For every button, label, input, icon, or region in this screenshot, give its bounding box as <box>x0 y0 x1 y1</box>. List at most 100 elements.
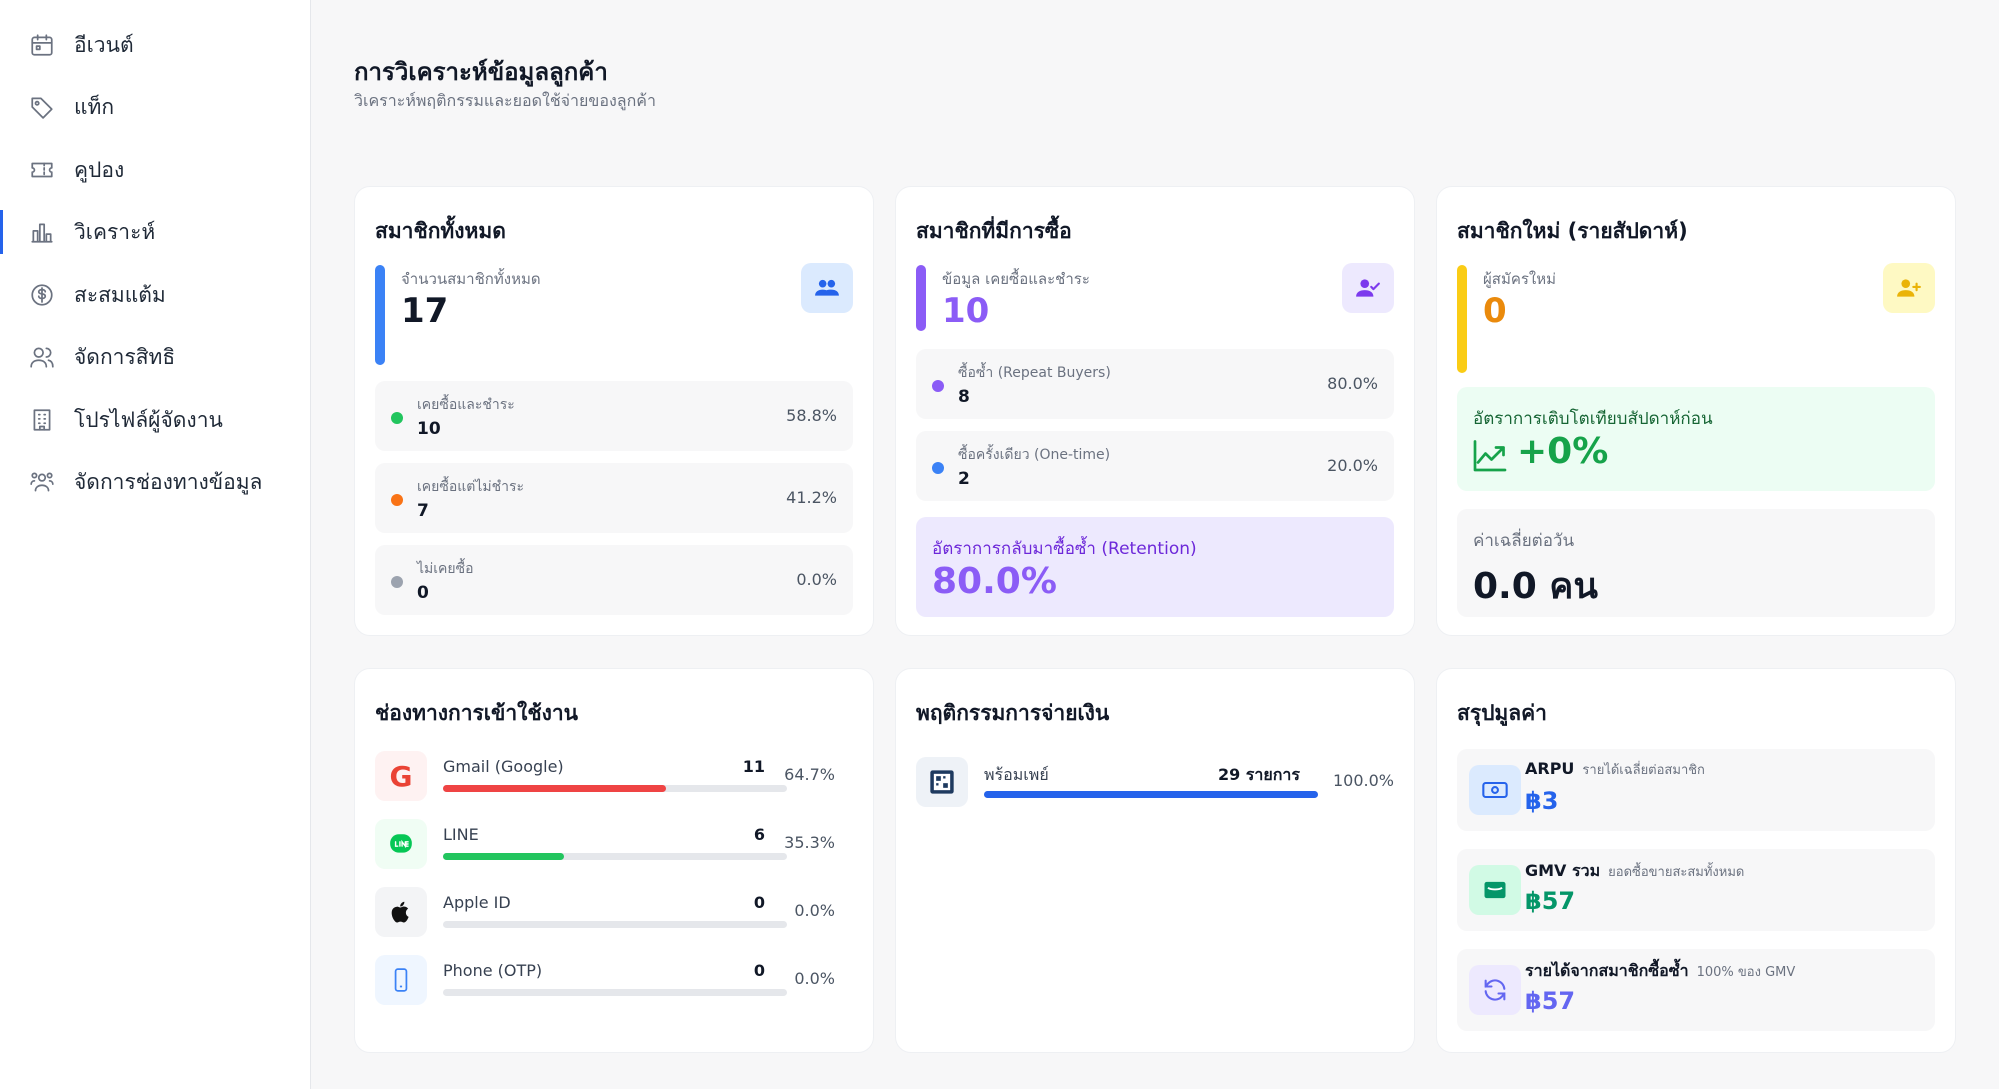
stat-label: เคยซื้อและชำระ <box>417 397 515 413</box>
kpi-label: ผู้สมัครใหม่ <box>1483 270 1557 288</box>
access-channels-card: ช่องทางการเข้าใช้งาน G Gmail (Google) 11… <box>354 668 874 1053</box>
payment-behavior-card: พฤติกรรมการจ่ายเงิน พร้อมเพย์ 29 รายการ … <box>895 668 1415 1053</box>
channel-row-google: G Gmail (Google) 11 64.7% <box>375 751 855 805</box>
stat-value: 2 <box>958 469 970 489</box>
daily-average-value: 0.0 คน <box>1473 566 1598 607</box>
daily-average-label: ค่าเฉลี่ยต่อวัน <box>1473 531 1575 551</box>
users-icon <box>28 343 56 371</box>
summary-row-gmv: GMV รวม ยอดซื้อขายสะสมทั้งหมด ฿57 <box>1457 849 1935 931</box>
stat-row-paid: เคยซื้อและชำระ 10 58.8% <box>375 381 853 451</box>
stat-percent: 0.0% <box>796 570 837 589</box>
building-icon <box>28 406 56 434</box>
trend-up-icon <box>1471 437 1509 473</box>
kpi-accent-bar <box>1457 265 1467 373</box>
channel-progress-track <box>443 785 787 792</box>
payment-method-name: พร้อมเพย์ <box>984 765 1049 784</box>
summary-value: ฿57 <box>1525 987 1576 1015</box>
user-network-icon <box>28 468 56 496</box>
sidebar-item-events[interactable]: อีเวนต์ <box>0 21 311 69</box>
kpi-value: 10 <box>942 291 990 331</box>
channel-percent: 35.3% <box>784 833 835 852</box>
qr-payment-icon <box>916 757 968 807</box>
refresh-icon <box>1469 965 1521 1015</box>
stat-label: ไม่เคยซื้อ <box>417 561 474 577</box>
payment-progress-track <box>984 791 1318 798</box>
sidebar-item-permissions[interactable]: จัดการสิทธิ <box>0 333 311 381</box>
card-title: สรุปมูลค่า <box>1457 701 1547 725</box>
summary-name: GMV รวม ยอดซื้อขายสะสมทั้งหมด <box>1525 859 1744 884</box>
summary-name: ARPU รายได้เฉลี่ยต่อสมาชิก <box>1525 759 1705 780</box>
page-subtitle: วิเคราะห์พฤติกรรมและยอดใช้จ่ายของลูกค้า <box>354 91 656 110</box>
kpi-label: จำนวนสมาชิกทั้งหมด <box>401 270 541 288</box>
channel-count: 6 <box>753 825 765 844</box>
summary-row-arpu: ARPU รายได้เฉลี่ยต่อสมาชิก ฿3 <box>1457 749 1935 831</box>
payment-progress-fill <box>984 791 1318 798</box>
status-dot <box>932 380 944 392</box>
sidebar-item-label: จัดการสิทธิ <box>74 344 176 369</box>
user-check-icon <box>1342 263 1394 313</box>
channel-percent: 0.0% <box>794 901 835 920</box>
user-plus-icon <box>1883 263 1935 313</box>
channel-count: 0 <box>753 893 765 912</box>
sidebar-item-label: สะสมแต้ม <box>74 282 166 307</box>
stat-value: 10 <box>417 419 441 439</box>
card-title: สมาชิกที่มีการซื้อ <box>916 219 1072 243</box>
status-dot <box>391 412 403 424</box>
google-icon: G <box>375 751 427 801</box>
sidebar-item-tags[interactable]: แท็ก <box>0 83 311 131</box>
channel-progress-track <box>443 921 787 928</box>
kpi-label: ข้อมูล เคยซื้อและชำระ <box>942 270 1090 288</box>
purchasing-members-card: สมาชิกที่มีการซื้อ ข้อมูล เคยซื้อและชำระ… <box>895 186 1415 636</box>
card-title: สมาชิกใหม่ (รายสัปดาห์) <box>1457 219 1688 243</box>
growth-label: อัตราการเติบโตเทียบสัปดาห์ก่อน <box>1473 409 1713 429</box>
channel-row-apple: Apple ID 0 0.0% <box>375 887 855 941</box>
channel-progress-track <box>443 989 787 996</box>
sidebar-item-label: วิเคราะห์ <box>74 219 156 244</box>
payment-row-promptpay: พร้อมเพย์ 29 รายการ 100.0% <box>916 757 1396 811</box>
sidebar-item-label: โปรไฟล์ผู้จัดงาน <box>74 407 223 432</box>
total-members-card: สมาชิกทั้งหมด จำนวนสมาชิกทั้งหมด 17 เคยซ… <box>354 186 874 636</box>
payment-count: 29 รายการ <box>1217 765 1300 784</box>
stat-row-never-bought: ไม่เคยซื้อ 0 0.0% <box>375 545 853 615</box>
stat-percent: 20.0% <box>1327 456 1378 475</box>
channel-name: Phone (OTP) <box>443 961 543 980</box>
users-group-icon <box>801 263 853 313</box>
stat-value: 7 <box>417 501 429 521</box>
kpi-accent-bar <box>916 265 926 331</box>
sidebar-item-coupons[interactable]: คูปอง <box>0 146 311 194</box>
channel-progress-track <box>443 853 787 860</box>
stat-label: ซื้อซ้ำ (Repeat Buyers) <box>958 365 1111 381</box>
calendar-icon <box>28 31 56 59</box>
bar-chart-icon <box>28 218 56 246</box>
summary-description: ยอดซื้อขายสะสมทั้งหมด <box>1608 865 1745 880</box>
retention-value: 80.0% <box>932 561 1057 602</box>
sidebar-item-analytics[interactable]: วิเคราะห์ <box>0 208 311 256</box>
payment-percent: 100.0% <box>1332 771 1394 790</box>
kpi-value: 17 <box>401 291 449 331</box>
stat-row-unpaid: เคยซื้อแต่ไม่ชำระ 7 41.2% <box>375 463 853 533</box>
stat-value: 0 <box>417 583 429 603</box>
channel-row-line: LINE 6 35.3% <box>375 819 855 873</box>
stat-value: 8 <box>958 387 970 407</box>
sidebar-item-points[interactable]: สะสมแต้ม <box>0 271 311 319</box>
sidebar-item-data-channels[interactable]: จัดการช่องทางข้อมูล <box>0 458 311 506</box>
summary-name-text: ARPU <box>1525 759 1575 778</box>
channel-percent: 0.0% <box>794 969 835 988</box>
stat-percent: 41.2% <box>786 488 837 507</box>
retention-label: อัตราการกลับมาซื้อซ้ำ (Retention) <box>932 539 1197 559</box>
stat-row-one-time: ซื้อครั้งเดียว (One-time) 2 20.0% <box>916 431 1394 501</box>
summary-description: 100% ของ GMV <box>1696 965 1796 980</box>
growth-panel: อัตราการเติบโตเทียบสัปดาห์ก่อน +0% <box>1457 387 1935 491</box>
channel-percent: 64.7% <box>784 765 835 784</box>
stat-percent: 80.0% <box>1327 374 1378 393</box>
sidebar-item-organizer-profile[interactable]: โปรไฟล์ผู้จัดงาน <box>0 396 311 444</box>
growth-value: +0% <box>1517 431 1609 472</box>
tag-icon <box>28 93 56 121</box>
card-title: สมาชิกทั้งหมด <box>375 219 506 243</box>
channel-count: 11 <box>742 757 765 776</box>
apple-icon <box>375 887 427 937</box>
page-title: การวิเคราะห์ข้อมูลลูกค้า <box>354 58 608 86</box>
line-icon <box>375 819 427 869</box>
sidebar-item-label: แท็ก <box>74 94 115 119</box>
summary-row-repeat-revenue: รายได้จากสมาชิกซื้อซ้ำ 100% ของ GMV ฿57 <box>1457 949 1935 1031</box>
